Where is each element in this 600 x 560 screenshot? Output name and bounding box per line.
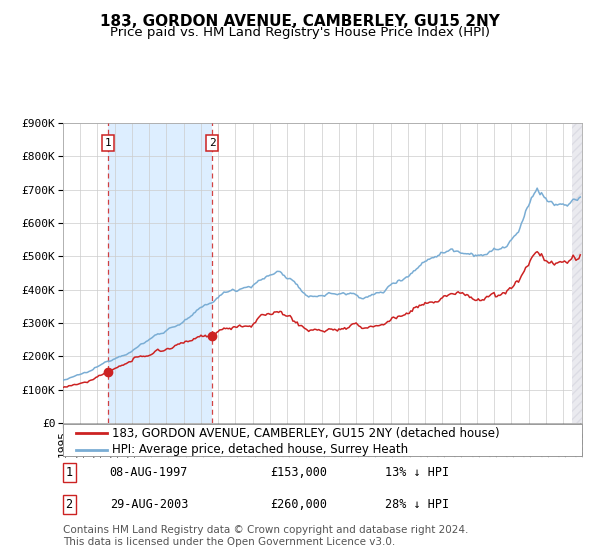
Text: 29-AUG-2003: 29-AUG-2003 bbox=[110, 498, 188, 511]
Bar bbox=[572, 123, 582, 423]
Text: 2: 2 bbox=[209, 138, 215, 148]
Text: 28% ↓ HPI: 28% ↓ HPI bbox=[385, 498, 449, 511]
Text: 13% ↓ HPI: 13% ↓ HPI bbox=[385, 466, 449, 479]
Bar bbox=[108, 123, 212, 423]
Text: 1: 1 bbox=[104, 138, 111, 148]
Text: 08-AUG-1997: 08-AUG-1997 bbox=[110, 466, 188, 479]
Bar bbox=[572, 123, 582, 423]
Text: £260,000: £260,000 bbox=[271, 498, 328, 511]
Text: 183, GORDON AVENUE, CAMBERLEY, GU15 2NY: 183, GORDON AVENUE, CAMBERLEY, GU15 2NY bbox=[100, 14, 500, 29]
Text: HPI: Average price, detached house, Surrey Heath: HPI: Average price, detached house, Surr… bbox=[112, 444, 409, 456]
Text: 183, GORDON AVENUE, CAMBERLEY, GU15 2NY (detached house): 183, GORDON AVENUE, CAMBERLEY, GU15 2NY … bbox=[112, 427, 500, 440]
Text: 2: 2 bbox=[65, 498, 73, 511]
Text: Contains HM Land Registry data © Crown copyright and database right 2024.
This d: Contains HM Land Registry data © Crown c… bbox=[63, 525, 469, 547]
Text: 1: 1 bbox=[65, 466, 73, 479]
Text: Price paid vs. HM Land Registry's House Price Index (HPI): Price paid vs. HM Land Registry's House … bbox=[110, 26, 490, 39]
Text: £153,000: £153,000 bbox=[271, 466, 328, 479]
